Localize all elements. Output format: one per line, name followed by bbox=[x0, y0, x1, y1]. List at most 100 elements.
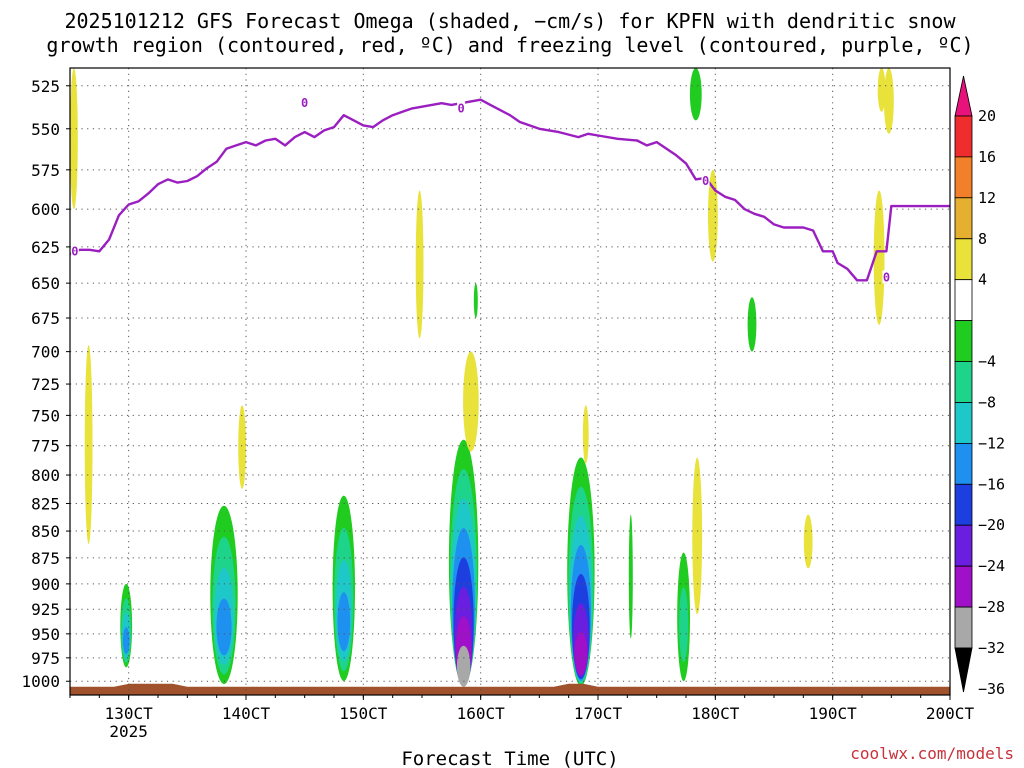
colorbar-bin-10 bbox=[954, 483, 973, 526]
source-credit[interactable]: coolwx.com/models bbox=[850, 744, 1014, 763]
y-tick-label-925: 925 bbox=[31, 600, 60, 619]
x-tick-label-6: 190CT bbox=[809, 704, 858, 723]
freezing-label-bg-0 bbox=[70, 244, 79, 258]
colorbar-label-12: −32 bbox=[978, 639, 1005, 657]
y-tick-label-600: 600 bbox=[31, 200, 60, 219]
freezing-level-label-0: 0 bbox=[71, 244, 78, 258]
y-tick-label-975: 975 bbox=[31, 649, 60, 668]
y-tick-label-900: 900 bbox=[31, 575, 60, 594]
colorbar-bin-7 bbox=[954, 361, 973, 403]
y-tick-label-525: 525 bbox=[31, 77, 60, 96]
y-tick-label-800: 800 bbox=[31, 466, 60, 485]
x-tick-label-0: 130CT bbox=[105, 704, 154, 723]
y-tick-label-875: 875 bbox=[31, 549, 60, 568]
colorbar-label-10: −24 bbox=[978, 557, 1005, 575]
colorbar-bin-6 bbox=[954, 320, 973, 362]
x-axis-label: Forecast Time (UTC) bbox=[401, 748, 618, 768]
negative-omega-patch-0 bbox=[689, 68, 702, 121]
colorbar-bottom-triangle bbox=[954, 647, 973, 693]
freezing-level-label-4: 0 bbox=[883, 270, 890, 284]
freezing-label-bg-2 bbox=[457, 101, 466, 115]
x-tick-label-4: 170CT bbox=[574, 704, 623, 723]
colorbar-bin-1 bbox=[954, 115, 973, 158]
positive-omega-patch-0 bbox=[70, 68, 78, 210]
positive-omega-patch-10 bbox=[884, 68, 894, 134]
omega-cell-4-level-6 bbox=[574, 632, 588, 676]
y-tick-label-775: 775 bbox=[31, 437, 60, 456]
plot-frame bbox=[69, 67, 951, 696]
freezing-label-bg-3 bbox=[701, 174, 710, 188]
freezing-level-line bbox=[70, 98, 950, 282]
freezing-label-bg-1 bbox=[300, 96, 309, 110]
positive-omega-patch-2 bbox=[238, 405, 247, 489]
freezing-level-label-3: 0 bbox=[702, 174, 709, 188]
colorbar-top-triangle bbox=[954, 75, 973, 117]
omega-cell-1-level-3 bbox=[216, 598, 232, 656]
y-tick-label-575: 575 bbox=[31, 161, 60, 180]
x-tick-label-3: 160CT bbox=[457, 704, 506, 723]
colorbar-label-6: −8 bbox=[978, 394, 996, 412]
y-tick-label-700: 700 bbox=[31, 343, 60, 362]
y-tick-label-725: 725 bbox=[31, 375, 60, 394]
y-tick-label-625: 625 bbox=[31, 238, 60, 257]
colorbar-bin-13 bbox=[954, 606, 973, 649]
negative-omega-patch-3 bbox=[628, 514, 633, 639]
colorbar: 20 16 12 8 4 −4 −8 −12 −16 −20 −24 −28 −32 −36 bbox=[954, 75, 1005, 698]
colorbar-bin-12 bbox=[954, 565, 973, 608]
x-tick-label-7: 200CT bbox=[926, 704, 975, 723]
y-tick-label-850: 850 bbox=[31, 522, 60, 541]
colorbar-label-8: −16 bbox=[978, 475, 1005, 493]
colorbar-label-4: 4 bbox=[978, 271, 987, 289]
y-tick-label-825: 825 bbox=[31, 494, 60, 513]
colorbar-label-0: 20 bbox=[978, 107, 996, 125]
x-tick-sublabel-0: 2025 bbox=[109, 722, 148, 741]
colorbar-bin-9 bbox=[954, 442, 973, 485]
omega-cell-3-level-7 bbox=[456, 645, 471, 687]
positive-omega-patch-3 bbox=[415, 190, 424, 339]
negative-omega-patch-1 bbox=[747, 297, 757, 352]
x-tick-label-5: 180CT bbox=[691, 704, 740, 723]
y-tick-label-650: 650 bbox=[31, 274, 60, 293]
freezing-level-label-2: 0 bbox=[457, 101, 464, 115]
colorbar-label-13: −36 bbox=[978, 680, 1005, 698]
positive-omega-patch-11 bbox=[877, 68, 886, 112]
negative-omega-patch-2 bbox=[473, 283, 478, 318]
positive-omega-patch-7 bbox=[708, 169, 718, 262]
y-axis: 525 550 575 600 625 650 675 700 725 750 775 800 825 8… bbox=[21, 77, 70, 691]
omega-cell-5-level-1 bbox=[679, 587, 689, 663]
freezing-level-contour: 0 0 0 0 0 bbox=[70, 96, 950, 284]
colorbar-bin-8 bbox=[954, 402, 973, 444]
positive-omega-patch-5 bbox=[582, 405, 589, 464]
colorbar-label-9: −20 bbox=[978, 516, 1005, 534]
positive-omega-patch-4 bbox=[463, 351, 479, 452]
colorbar-bin-2 bbox=[954, 156, 973, 199]
colorbar-label-7: −12 bbox=[978, 434, 1005, 452]
freezing-label-bg-4 bbox=[882, 270, 891, 284]
chart-title-line-2: growth region (contoured, red, ºC) and f… bbox=[46, 33, 973, 57]
y-tick-label-750: 750 bbox=[31, 406, 60, 425]
surface-terrain bbox=[70, 683, 950, 695]
grid-lines bbox=[70, 68, 951, 695]
y-tick-label-950: 950 bbox=[31, 625, 60, 644]
plot-area: 0 0 0 0 0 bbox=[69, 67, 951, 696]
colorbar-bin-5 bbox=[954, 279, 973, 322]
terrain-fill bbox=[70, 683, 950, 695]
positive-omega-patch-8 bbox=[803, 514, 813, 569]
positive-omega-patch-1 bbox=[84, 345, 93, 544]
colorbar-label-1: 16 bbox=[978, 148, 996, 166]
y-tick-label-1000: 1000 bbox=[21, 672, 60, 691]
x-tick-label-2: 150CT bbox=[339, 704, 388, 723]
positive-omega-patch-9 bbox=[873, 190, 885, 325]
y-tick-label-675: 675 bbox=[31, 309, 60, 328]
colorbar-label-11: −28 bbox=[978, 598, 1005, 616]
colorbar-label-3: 8 bbox=[978, 230, 987, 248]
positive-omega-patch-6 bbox=[692, 457, 703, 615]
omega-shading bbox=[70, 68, 894, 687]
y-tick-label-550: 550 bbox=[31, 120, 60, 139]
colorbar-bin-3 bbox=[954, 197, 973, 240]
x-tick-label-1: 140CT bbox=[222, 704, 271, 723]
colorbar-bin-4 bbox=[954, 238, 973, 281]
colorbar-label-2: 12 bbox=[978, 189, 996, 207]
chart-title-line-1: 2025101212 GFS Forecast Omega (shaded, −… bbox=[64, 9, 956, 33]
